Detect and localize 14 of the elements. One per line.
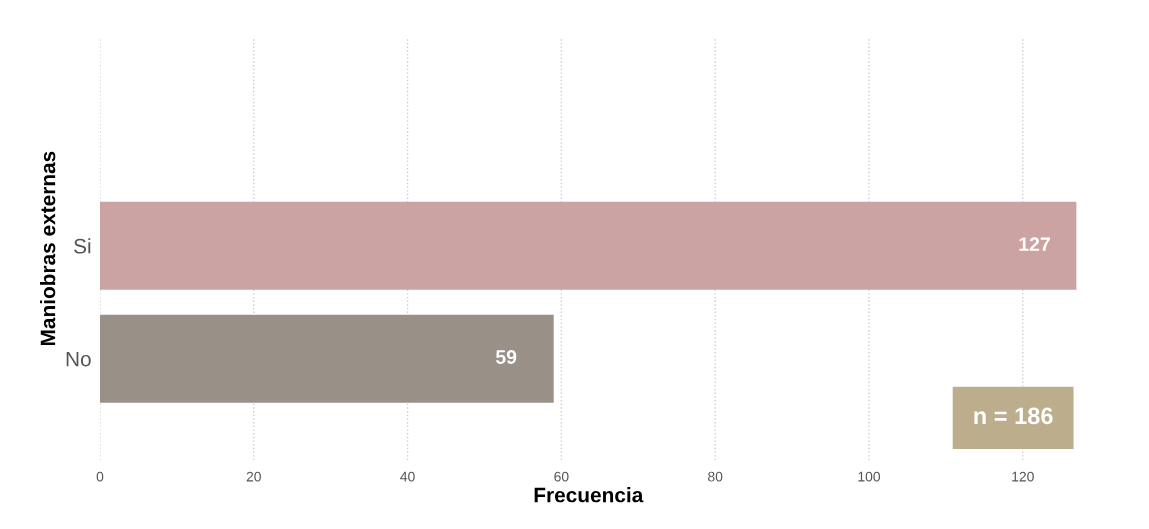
x-tick-label: 0 xyxy=(96,471,104,482)
x-axis-title: Frecuencia xyxy=(534,487,644,503)
x-tick-label: 60 xyxy=(554,471,569,482)
x-tick-label: 100 xyxy=(858,471,881,482)
x-tick-label: 40 xyxy=(400,471,415,482)
y-axis-title: Maniobras externas xyxy=(40,151,56,346)
x-tick-label: 80 xyxy=(708,471,723,482)
data-label: 59 xyxy=(495,350,517,364)
x-tick-label: 120 xyxy=(1012,471,1034,482)
data-label: 127 xyxy=(1019,237,1050,251)
y-tick-label: No xyxy=(66,351,91,367)
annotation: n = 186 xyxy=(974,407,1053,425)
x-tick-label: 20 xyxy=(246,471,261,482)
y-tick-label: Si xyxy=(74,238,91,254)
